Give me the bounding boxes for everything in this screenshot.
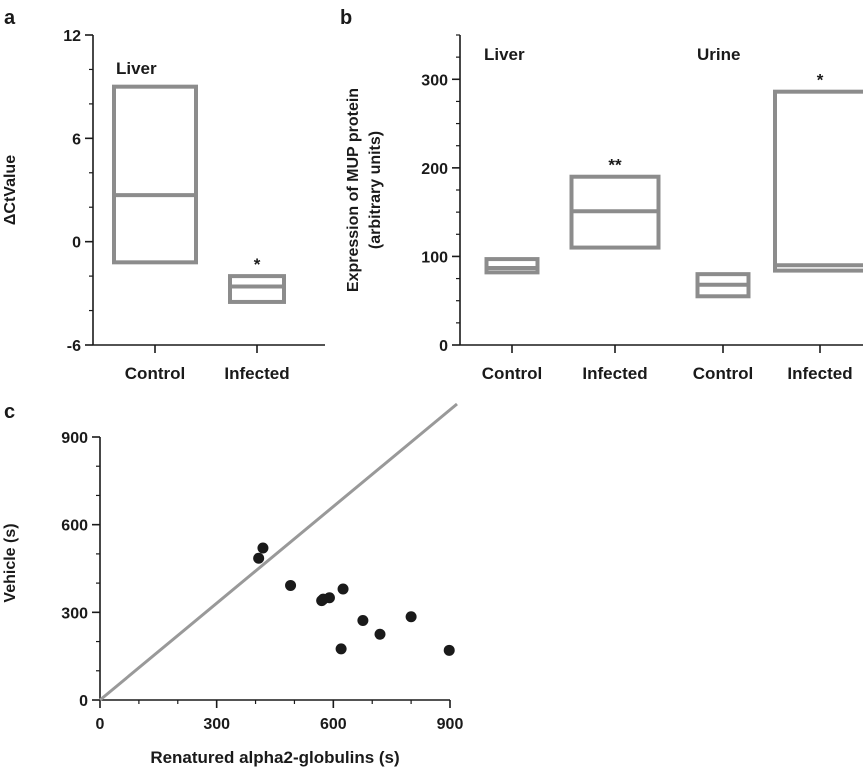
panel-a-control-box — [112, 84, 198, 265]
panel-c-data-point — [285, 579, 297, 591]
panel-b-liver-x-tick-label: Infected — [582, 364, 647, 383]
panel-c-data-point — [337, 583, 349, 595]
panel-a-y-tick-label: 0 — [72, 235, 81, 252]
panel-b-liver-infected-significance-mark: ** — [608, 156, 622, 175]
panel-c-data-point — [357, 615, 369, 627]
panel-c-x-label: Renatured alpha2-globulins (s) — [150, 748, 399, 767]
panel-b-liver-x-tick-label: Control — [482, 364, 542, 383]
panel-b-group-label-liver: Liver — [484, 45, 525, 64]
panel-b-liver-control-box — [484, 257, 540, 275]
panel-a-letter: a — [4, 7, 16, 29]
panel-a-group-label: Liver — [116, 59, 157, 78]
panel-c-identity-line — [99, 402, 458, 702]
panel-a-y-tick-label: -6 — [67, 338, 81, 355]
panel-c-letter: c — [4, 401, 15, 423]
panel-b-urine-infected-box — [773, 89, 863, 273]
panel-b-y-label-line2: (arbitrary units) — [367, 131, 384, 249]
panel-c-chart: Vehicle (s) Renatured alpha2-globulins (… — [2, 402, 464, 767]
panel-b-y-tick-label: 0 — [439, 338, 448, 355]
panel-c-y-tick-label: 0 — [79, 693, 88, 710]
panel-c-data-point — [253, 552, 265, 564]
panel-a-x-tick-label: Infected — [224, 364, 289, 383]
panel-a-x-tick-label: Control — [125, 364, 185, 383]
panel-c-y-tick-label: 600 — [61, 518, 88, 535]
panel-b-y-tick-label: 300 — [421, 72, 448, 89]
panel-c-data-point — [405, 611, 417, 623]
panel-c-data-point — [257, 542, 269, 554]
panel-c-data-point — [323, 592, 335, 604]
panel-c-data-point — [443, 644, 455, 656]
panel-b-group-label-urine: Urine — [697, 45, 740, 64]
panel-b-chart: Expression of MUP protein (arbitrary uni… — [345, 34, 863, 383]
panel-b-y-tick-label: 100 — [421, 249, 448, 266]
panel-b-urine-infected-significance-mark: * — [817, 71, 824, 90]
panel-a-y-tick-label: 6 — [72, 131, 81, 148]
panel-a-infected-box — [228, 274, 286, 304]
panel-c-y-tick-label: 300 — [61, 605, 88, 622]
panel-c-data-point — [374, 628, 386, 640]
panel-c-x-tick-label: 600 — [320, 716, 347, 733]
panel-c-data-point — [335, 643, 347, 655]
panel-b-urine-x-tick-label: Control — [693, 364, 753, 383]
panel-c-x-tick-label: 300 — [203, 716, 230, 733]
panel-c-y-label: Vehicle (s) — [2, 523, 19, 602]
panel-c-x-tick-label: 0 — [96, 716, 105, 733]
panel-a-infected-significance-mark: * — [254, 255, 261, 274]
panel-c-y-tick-label: 900 — [61, 430, 88, 447]
panel-b-y-tick-label: 200 — [421, 161, 448, 178]
panel-a-y-tick-label: 12 — [63, 28, 81, 45]
panel-a-chart: ΔCtValue Liver -6 0 6 12 Control Infected * — [2, 28, 325, 383]
panel-b-y-label-line1: Expression of MUP protein — [345, 88, 362, 292]
panel-a-y-label: ΔCtValue — [2, 155, 19, 225]
panel-c-x-tick-label: 900 — [437, 716, 464, 733]
panel-b-letter: b — [340, 7, 352, 29]
panel-b-urine-x-tick-label: Infected — [787, 364, 852, 383]
